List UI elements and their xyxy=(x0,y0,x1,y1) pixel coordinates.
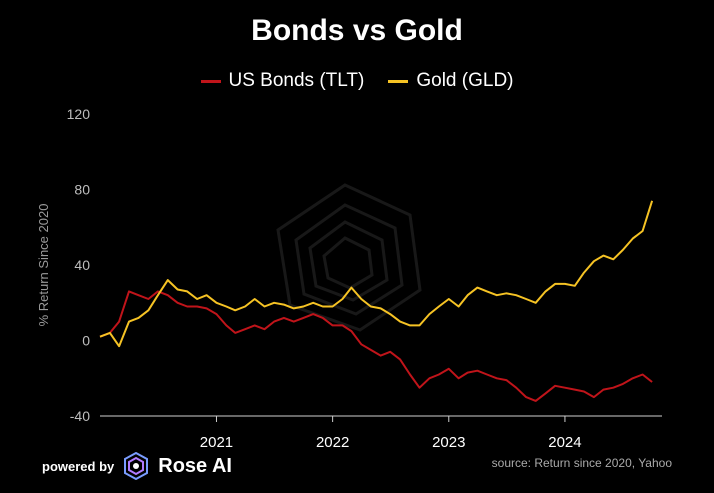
rose-ai-logo-icon xyxy=(124,452,149,480)
powered-by-text: powered by xyxy=(42,458,115,474)
legend-label-gold: Gold (GLD) xyxy=(416,70,514,91)
chart-legend: US Bonds (TLT) Gold (GLD) xyxy=(0,70,714,92)
x-tick-label: 2023 xyxy=(432,434,465,451)
series-line-bonds xyxy=(99,290,653,402)
chart-title: Bonds vs Gold xyxy=(251,14,463,47)
y-tick-label: 80 xyxy=(74,182,90,198)
brand-name: Rose AI xyxy=(158,454,232,477)
y-tick-label: 40 xyxy=(74,257,90,273)
y-tick-label: 0 xyxy=(82,333,90,349)
y-axis-title: % Return Since 2020 xyxy=(36,204,51,327)
series-line-gold xyxy=(99,200,654,348)
y-tick-label: -40 xyxy=(70,408,90,424)
legend-label-bonds: US Bonds (TLT) xyxy=(228,70,365,91)
source-note: source: Return since 2020, Yahoo xyxy=(491,456,672,470)
x-tick-label: 2024 xyxy=(548,434,581,451)
footer-branding: powered by Rose AI xyxy=(42,452,232,480)
x-tick-label: 2021 xyxy=(200,434,233,451)
legend-item-bonds[interactable]: US Bonds (TLT) xyxy=(200,70,365,92)
legend-swatch-bonds xyxy=(200,79,221,83)
legend-swatch-gold xyxy=(388,79,409,83)
watermark-logo xyxy=(276,183,422,332)
legend-item-gold[interactable]: Gold (GLD) xyxy=(388,70,514,92)
x-tick-label: 2022 xyxy=(316,434,349,451)
y-tick-label: 120 xyxy=(67,106,91,122)
